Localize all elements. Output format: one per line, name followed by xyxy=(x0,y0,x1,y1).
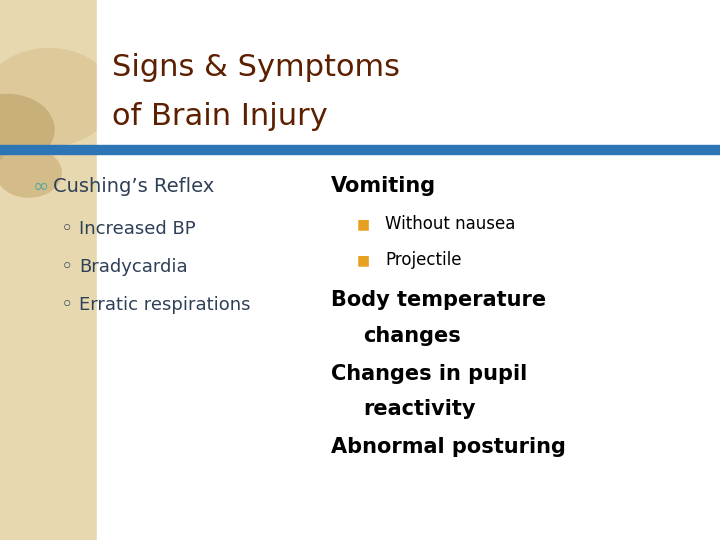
Text: ■: ■ xyxy=(356,253,369,267)
Text: Vomiting: Vomiting xyxy=(331,176,436,197)
Text: ◦: ◦ xyxy=(61,219,73,240)
Text: Increased BP: Increased BP xyxy=(79,220,196,239)
Text: Body temperature: Body temperature xyxy=(331,289,546,310)
Text: changes: changes xyxy=(364,326,462,346)
Text: ∞: ∞ xyxy=(32,177,49,196)
Text: Abnormal posturing: Abnormal posturing xyxy=(331,437,566,457)
Text: of Brain Injury: of Brain Injury xyxy=(112,102,328,131)
Text: Bradycardia: Bradycardia xyxy=(79,258,188,276)
Bar xyxy=(97,0,720,154)
Text: ◦: ◦ xyxy=(61,295,73,315)
Circle shape xyxy=(0,49,114,146)
Text: Changes in pupil: Changes in pupil xyxy=(331,363,528,384)
Bar xyxy=(0,145,720,154)
Text: Signs & Symptoms: Signs & Symptoms xyxy=(112,53,400,82)
Text: Without nausea: Without nausea xyxy=(385,215,516,233)
Circle shape xyxy=(0,94,54,165)
Circle shape xyxy=(0,148,61,197)
Text: ◦: ◦ xyxy=(61,257,73,278)
Text: Erratic respirations: Erratic respirations xyxy=(79,296,251,314)
Bar xyxy=(97,154,720,540)
Text: ■: ■ xyxy=(356,217,369,231)
Text: Cushing’s Reflex: Cushing’s Reflex xyxy=(53,177,214,196)
Text: reactivity: reactivity xyxy=(364,399,476,420)
Text: Projectile: Projectile xyxy=(385,251,462,269)
Bar xyxy=(0,0,97,540)
